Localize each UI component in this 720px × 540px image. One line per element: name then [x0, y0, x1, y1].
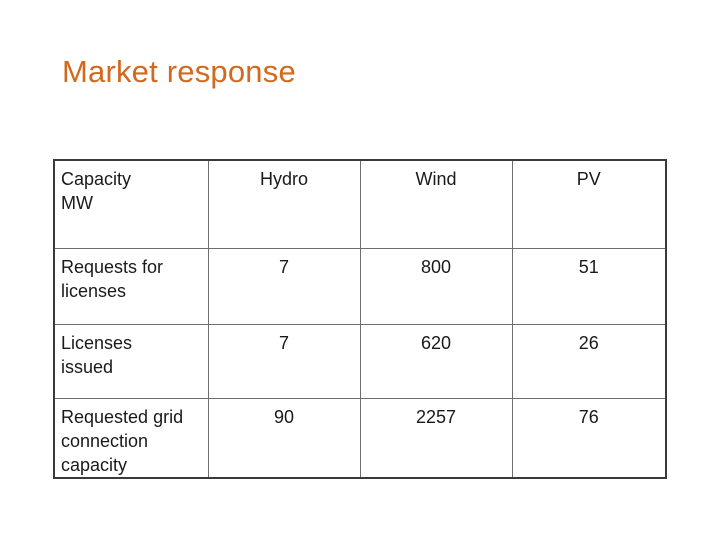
table-cell: 800 [359, 247, 513, 325]
table-cell: 90 [207, 397, 361, 479]
row-label: Requested grid connection capacity [53, 397, 209, 479]
page-title: Market response [62, 54, 296, 89]
table-row: Requested grid connection capacity 90 22… [53, 397, 667, 479]
table-row: Licenses issued 7 620 26 [53, 323, 667, 399]
row-label: Licenses issued [53, 323, 209, 399]
column-header-hydro: Hydro [207, 159, 361, 249]
table-cell: 51 [511, 247, 667, 325]
table-row: Requests for licenses 7 800 51 [53, 247, 667, 325]
table-cell: 2257 [359, 397, 513, 479]
table-cell: 620 [359, 323, 513, 399]
table-header-row: Capacity MW Hydro Wind PV [53, 159, 667, 249]
market-response-table: Capacity MW Hydro Wind PV Requests for l… [53, 159, 667, 479]
table-cell: 7 [207, 247, 361, 325]
column-header-pv: PV [511, 159, 667, 249]
row-label: Requests for licenses [53, 247, 209, 325]
table-cell: 26 [511, 323, 667, 399]
table-cell: 7 [207, 323, 361, 399]
table-cell: 76 [511, 397, 667, 479]
column-header-wind: Wind [359, 159, 513, 249]
corner-header-cell: Capacity MW [53, 159, 209, 249]
